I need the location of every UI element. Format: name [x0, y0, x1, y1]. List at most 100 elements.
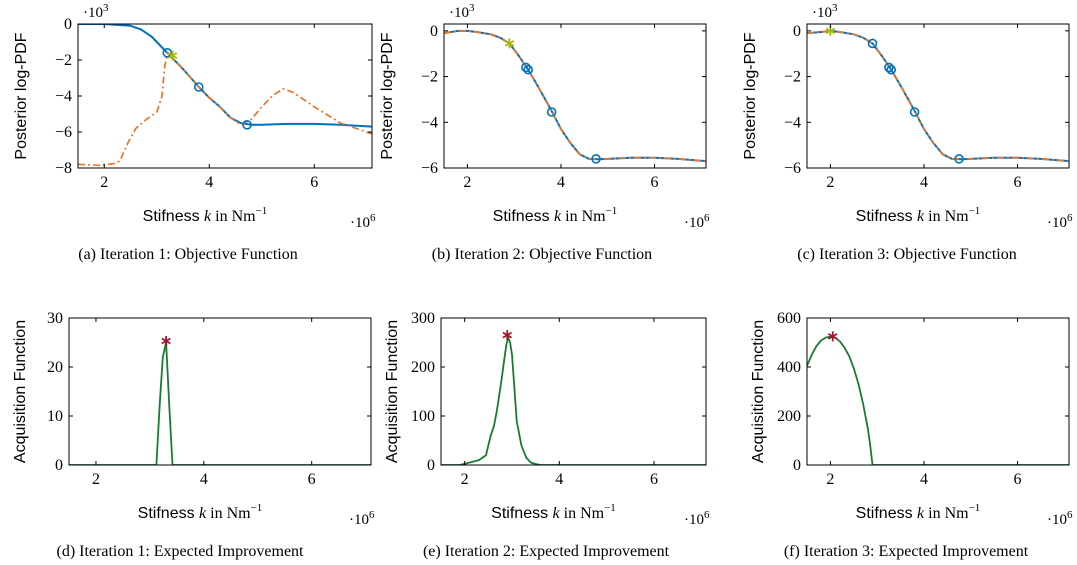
y-tick-label: 0	[793, 457, 801, 474]
plot-frame	[443, 23, 707, 169]
x-tick-label: 6	[1014, 174, 1022, 191]
sample-point	[884, 62, 894, 73]
sample-point	[954, 154, 964, 164]
y-axis-label: Posterior log-PDF	[742, 32, 759, 159]
subfigure-caption: (c) Iteration 3: Objective Function	[797, 246, 1016, 263]
y-multiplier-exp: 3	[832, 2, 838, 14]
y-tick-label: −6	[784, 160, 801, 177]
sample-point	[591, 154, 601, 164]
x-label-var: k	[917, 505, 925, 522]
x-tick-label: 2	[826, 471, 834, 488]
y-axis-label: Acquisition Function	[12, 320, 29, 463]
chart-panel-1: 2 4 6 0 −2 −4 −6 −8 ·103 Posterior log-PDF Stifnes…	[13, 2, 376, 263]
x-label-unit: in Nm	[560, 505, 605, 522]
x-tick-label: 2	[463, 174, 471, 191]
x-label-unit: in Nm	[211, 208, 256, 225]
x-label-exp: −1	[969, 205, 981, 217]
y-tick-label: −6	[55, 124, 72, 141]
y-tick-label: 0	[430, 23, 438, 40]
plot-frame	[68, 317, 372, 466]
x-tick-label: 2	[100, 174, 108, 191]
x-multiplier-exp: 6	[1067, 509, 1073, 521]
x-tick-label: 2	[461, 471, 469, 488]
y-tick-label: 10	[47, 408, 63, 425]
plot-frame	[806, 317, 1070, 466]
x-multiplier-exp: 6	[704, 509, 710, 521]
subfigure-caption: (b) Iteration 2: Objective Function	[432, 246, 652, 263]
sample-point	[193, 82, 204, 92]
x-multiplier: ·106	[1047, 509, 1073, 528]
y-axis-label: Posterior log-PDF	[379, 32, 396, 159]
y-axis-label: Posterior log-PDF	[13, 32, 30, 159]
x-axis-label: Stifness k in Nm−1	[491, 502, 616, 522]
acquisition-max-marker	[827, 331, 838, 342]
x-tick-label: 4	[205, 174, 213, 191]
current-best-marker	[167, 50, 178, 61]
x-label-exp: −1	[251, 502, 263, 514]
series-estimate-line	[807, 30, 1069, 162]
star-stroke	[161, 337, 171, 345]
x-tick-label: 6	[650, 471, 658, 488]
x-label-var: k	[199, 505, 207, 522]
star-stroke	[167, 52, 178, 59]
chart-panel-6: 2 4 6 0 200 400 600 Acquisition Function Stifnes…	[750, 310, 1073, 560]
x-tick-label: 6	[651, 174, 659, 191]
chart-panel-2: 2 4 6 0 −2 −4 −6 ·103 Posterior log-PDF Stifness …	[379, 2, 710, 263]
x-axis-label: Stifness k in Nm−1	[143, 205, 268, 225]
x-label-prefix: Stifness	[491, 505, 552, 522]
y-tick-label: 0	[427, 457, 435, 474]
series-acq-line	[69, 341, 371, 465]
x-tick-label: 6	[308, 471, 316, 488]
plot-frame	[77, 23, 373, 169]
y-tick-label: −4	[784, 114, 801, 131]
x-multiplier: ·106	[684, 212, 710, 231]
sample-point	[867, 38, 878, 49]
x-tick-label: 6	[1014, 471, 1022, 488]
sample-point	[909, 107, 920, 117]
x-label-var: k	[917, 208, 925, 225]
y-axis-label: Acquisition Function	[750, 320, 767, 463]
series-estimate-line	[444, 30, 706, 162]
x-multiplier-exp: 6	[1067, 212, 1073, 224]
star-stroke	[827, 333, 838, 340]
series-acq-line	[441, 336, 706, 465]
y-tick-label: 0	[793, 23, 801, 40]
series-true-line	[444, 29, 706, 163]
x-label-exp: −1	[256, 205, 268, 217]
plot-frame	[806, 23, 1070, 169]
x-multiplier: ·106	[349, 509, 375, 528]
acquisition-max-marker	[502, 330, 513, 341]
y-tick-label: −4	[421, 114, 438, 131]
sample-point	[242, 120, 252, 130]
x-tick-label: 4	[920, 174, 928, 191]
x-label-unit: in Nm	[561, 208, 606, 225]
y-tick-label: −4	[55, 88, 72, 105]
x-label-prefix: Stifness	[138, 505, 199, 522]
series-acq-line	[807, 335, 1069, 465]
x-tick-label: 4	[555, 471, 563, 488]
y-tick-label: 0	[55, 457, 63, 474]
x-label-exp: −1	[969, 502, 981, 514]
x-tick-label: 6	[310, 174, 318, 191]
x-label-exp: −1	[606, 205, 618, 217]
x-axis-label: Stifness k in Nm−1	[856, 205, 981, 225]
x-tick-label: 2	[92, 471, 100, 488]
x-label-unit: in Nm	[206, 505, 251, 522]
star-stroke	[502, 331, 513, 339]
x-axis-label: Stifness k in Nm−1	[138, 502, 263, 522]
sample-point	[162, 47, 173, 58]
x-multiplier: ·106	[350, 212, 376, 231]
y-tick-label: 600	[777, 310, 801, 327]
x-label-var: k	[553, 505, 561, 522]
y-multiplier: ·103	[812, 2, 838, 21]
subfigure-caption: (e) Iteration 2: Expected Improvement	[423, 543, 670, 560]
x-axis-label: Stifness k in Nm−1	[856, 502, 981, 522]
y-tick-label: 400	[777, 359, 801, 376]
y-multiplier-exp: 3	[469, 2, 475, 14]
chart-panel-3: 2 4 6 0 −2 −4 −6 ·103 Posterior log-PDF Stifness …	[742, 2, 1073, 263]
y-multiplier: ·103	[83, 2, 109, 21]
y-tick-label: −8	[55, 160, 72, 177]
x-tick-label: 4	[920, 471, 928, 488]
x-multiplier: ·106	[1047, 212, 1073, 231]
